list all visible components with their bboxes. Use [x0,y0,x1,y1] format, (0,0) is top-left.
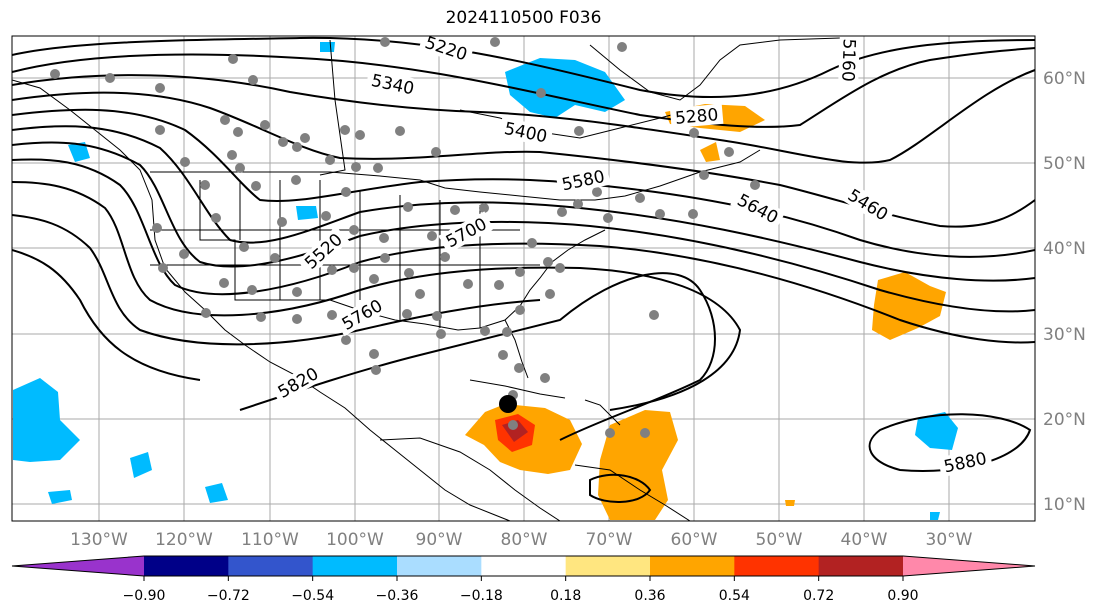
lat-label-30n: 30°N [1043,325,1086,345]
lon-label-70w: 70°W [586,530,633,550]
contour-label-5280: 5280 [674,105,719,129]
colorbar-segment [312,556,398,576]
lon-label-40w: 40°W [841,530,888,550]
colorbar-tick-label: 0.18 [550,588,581,604]
lon-label-30w: 30°W [926,530,973,550]
lat-label-20n: 20°N [1043,410,1086,430]
colorbar-tick-label: 0.90 [887,588,918,604]
latitude-labels: 60°N 50°N 40°N 30°N 20°N 10°N [1043,69,1086,515]
colorbar-tick-label: −0.72 [207,588,250,604]
colorbar-segment [228,556,314,576]
lat-label-40n: 40°N [1043,239,1086,259]
colorbar-extend-low [12,556,144,576]
map-title: 2024110500 F036 [445,8,602,28]
colorbar-segment [818,556,904,576]
colorbar-tick-label: 0.72 [803,588,834,604]
colorbar-segment [734,556,820,576]
colorbar-segment [650,556,735,576]
lon-label-100w: 100°W [326,530,384,550]
colorbar-tick-label: −0.18 [460,588,503,604]
contour-label-5160: 5160 [837,38,858,82]
lat-label-50n: 50°N [1043,154,1086,174]
lon-label-130w: 130°W [70,530,128,550]
colorbar-segment [397,556,482,576]
colorbar-tick-label: −0.36 [376,588,419,604]
colorbar-segment [144,556,229,576]
lat-label-10n: 10°N [1043,495,1086,515]
longitude-labels: 130°W 120°W 110°W 100°W 90°W 80°W 70°W 6… [70,530,973,550]
colorbar-extend-high [903,556,1035,576]
lon-label-120w: 120°W [155,530,213,550]
colorbar-tick-label: 0.36 [634,588,665,604]
colorbar-tick-label: 0.54 [719,588,750,604]
lon-label-90w: 90°W [416,530,463,550]
map-frame [11,35,1036,522]
lon-label-80w: 80°W [501,530,548,550]
colorbar-segment [565,556,651,576]
colorbar-segment [481,556,567,576]
station-markers [50,37,760,438]
colorbar: −0.90 −0.72 −0.54 −0.36 −0.18 0.18 0.36 0.54 0.7… [11,555,1036,604]
lon-label-110w: 110°W [241,530,299,550]
lat-label-60n: 60°N [1043,69,1086,89]
storm-center-marker [499,395,517,413]
height-contours [12,36,1035,503]
lon-label-60w: 60°W [671,530,718,550]
colorbar-tick-label: −0.54 [291,588,334,604]
colorbar-tick-label: −0.90 [123,588,166,604]
lon-label-50w: 50°W [756,530,803,550]
